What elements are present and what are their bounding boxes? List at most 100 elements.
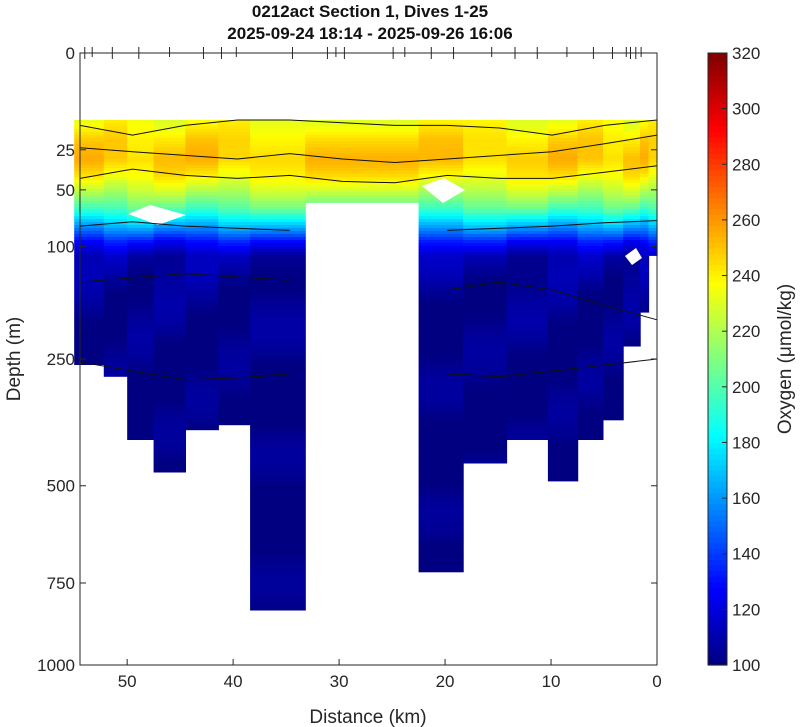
heatmap-cell: [640, 273, 650, 277]
heatmap-cell: [74, 321, 105, 325]
heatmap-cell: [506, 357, 549, 361]
heatmap-cell: [603, 228, 624, 232]
heatmap-cell: [463, 162, 508, 166]
colorbar-segment: [708, 637, 727, 644]
heatmap-cell: [127, 357, 155, 361]
heatmap-cell: [577, 189, 604, 193]
heatmap-cell: [127, 240, 155, 244]
heatmap-cell: [103, 138, 128, 142]
heatmap-cell: [103, 375, 128, 377]
heatmap-cell: [127, 201, 155, 205]
heatmap-cell: [577, 315, 604, 319]
heatmap-cell: [218, 318, 251, 322]
heatmap-cell: [418, 375, 464, 379]
heatmap-cell: [547, 216, 579, 220]
heatmap-cell: [506, 339, 549, 343]
heatmap-cell: [648, 126, 658, 130]
heatmap-cell: [103, 318, 128, 322]
heatmap-cell: [418, 519, 464, 523]
heatmap-cell: [74, 201, 105, 205]
heatmap-cell: [577, 159, 604, 163]
heatmap-cell: [603, 390, 624, 394]
heatmap-cell: [506, 237, 549, 241]
heatmap-cell: [603, 405, 624, 409]
heatmap-cell: [250, 606, 306, 610]
heatmap-cell: [418, 522, 464, 526]
heatmap-cell: [103, 333, 128, 337]
y-tick-label: 1000: [37, 656, 75, 675]
heatmap-cell: [218, 372, 251, 376]
heatmap-cell: [577, 291, 604, 295]
heatmap-cell: [103, 186, 128, 190]
heatmap-cell: [250, 171, 306, 175]
heatmap-cell: [74, 165, 105, 169]
heatmap-cell: [103, 201, 128, 205]
heatmap-cell: [623, 141, 641, 145]
heatmap-cell: [250, 360, 306, 364]
heatmap-cell: [250, 150, 306, 154]
heatmap-cell: [153, 429, 186, 433]
heatmap-cell: [74, 336, 105, 340]
heatmap-cell: [463, 177, 508, 181]
heatmap-cell: [185, 219, 219, 223]
heatmap-cell: [463, 333, 508, 337]
heatmap-cell: [603, 168, 624, 172]
heatmap-cell: [577, 381, 604, 385]
heatmap-cell: [153, 171, 186, 175]
heatmap-cell: [250, 477, 306, 481]
heatmap-cell: [418, 426, 464, 430]
heatmap-cell: [153, 135, 186, 139]
heatmap-cell: [640, 150, 650, 154]
data-gap: [625, 248, 642, 265]
heatmap-cell: [623, 222, 641, 226]
colorbar-segment: [708, 609, 727, 616]
heatmap-cell: [153, 354, 186, 358]
heatmap-cell: [506, 156, 549, 160]
heatmap-cell: [547, 480, 579, 482]
heatmap-cell: [153, 339, 186, 343]
heatmap-cell: [506, 213, 549, 217]
contour-line: [447, 281, 658, 321]
heatmap-cell: [185, 414, 219, 418]
heatmap-cell: [418, 174, 464, 178]
heatmap-cell: [127, 165, 155, 169]
heatmap-cell: [103, 240, 128, 244]
heatmap-cell: [250, 354, 306, 358]
heatmap-cell: [74, 279, 105, 283]
heatmap-cell: [153, 369, 186, 373]
heatmap-cell: [577, 153, 604, 157]
heatmap-cell: [218, 321, 251, 325]
heatmap-cell: [648, 204, 658, 208]
heatmap-cell: [463, 249, 508, 253]
heatmap-cell: [250, 384, 306, 388]
heatmap-cell: [127, 291, 155, 295]
contour-line: [447, 220, 658, 231]
heatmap-cell: [153, 465, 186, 469]
heatmap-cell: [218, 390, 251, 394]
heatmap-cell: [218, 189, 251, 193]
colorbar-segment: [708, 486, 727, 494]
colorbar-segment: [708, 303, 727, 310]
heatmap-cell: [463, 276, 508, 280]
heatmap-cell: [103, 195, 128, 199]
heatmap-cell: [127, 306, 155, 310]
heatmap-cell: [250, 600, 306, 604]
heatmap-cell: [218, 243, 251, 247]
heatmap-cell: [418, 321, 464, 325]
heatmap-cell: [218, 393, 251, 397]
heatmap-cell: [547, 384, 579, 388]
heatmap-cell: [127, 264, 155, 268]
heatmap-cell: [74, 138, 105, 142]
heatmap-cell: [250, 168, 306, 172]
heatmap-cell: [74, 129, 105, 133]
heatmap-cell: [506, 222, 549, 226]
heatmap-cell: [547, 426, 579, 430]
colorbar-segment: [708, 58, 727, 65]
heatmap-cell: [103, 288, 128, 292]
heatmap-cell: [418, 228, 464, 232]
heatmap-cell: [463, 447, 508, 451]
heatmap-cell: [103, 150, 128, 154]
heatmap-cell: [74, 276, 105, 280]
heatmap-cell: [623, 303, 641, 307]
